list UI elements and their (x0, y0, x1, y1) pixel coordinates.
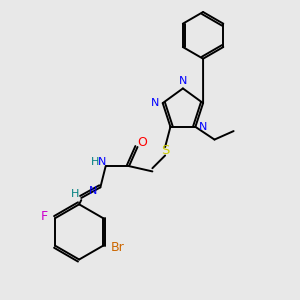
Text: N: N (199, 122, 207, 132)
Text: N: N (179, 76, 187, 86)
Text: O: O (137, 136, 147, 149)
Text: N: N (98, 157, 107, 167)
Text: H: H (91, 157, 99, 167)
Text: F: F (41, 209, 48, 223)
Text: N: N (151, 98, 160, 108)
Text: Br: Br (111, 242, 125, 254)
Text: N: N (89, 185, 97, 196)
Text: S: S (161, 144, 169, 157)
Text: H: H (71, 189, 79, 199)
